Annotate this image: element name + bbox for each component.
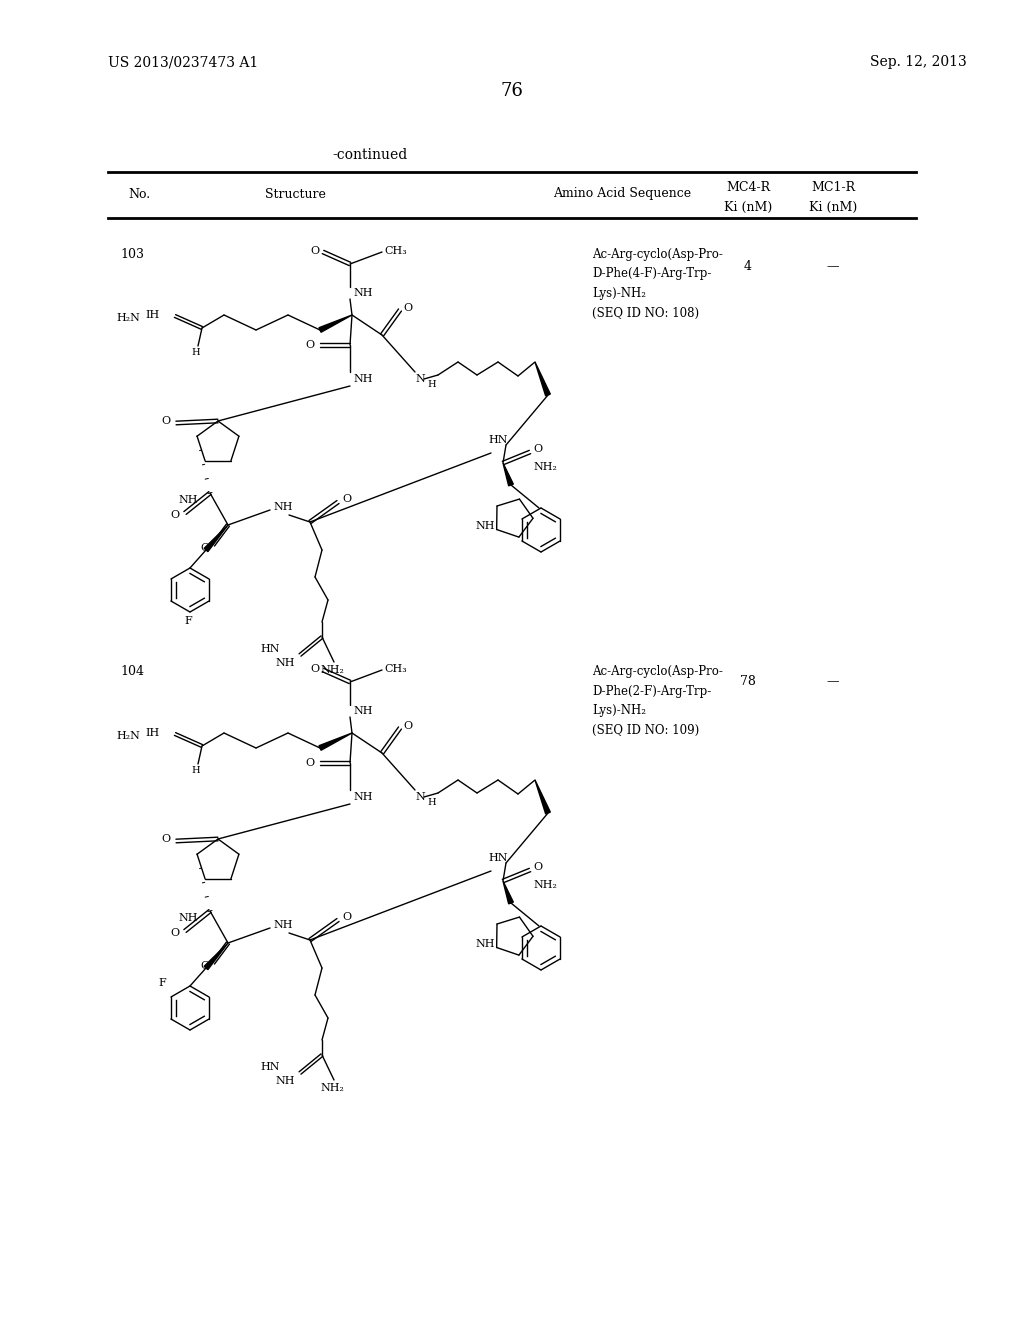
Text: O: O [170, 928, 179, 939]
Text: NH₂: NH₂ [321, 1082, 344, 1093]
Text: N: N [415, 792, 425, 803]
Text: O: O [534, 862, 542, 873]
Text: 76: 76 [501, 82, 523, 100]
Text: HN: HN [260, 644, 280, 653]
Text: Ac-Arg-cyclo(Asp-Pro-
D-Phe(4-F)-Arg-Trp-
Lys)-NH₂
(SEQ ID NO: 108): Ac-Arg-cyclo(Asp-Pro- D-Phe(4-F)-Arg-Trp… [592, 248, 723, 319]
Polygon shape [535, 780, 550, 814]
Text: NH₂: NH₂ [534, 462, 557, 473]
Text: O: O [305, 758, 314, 768]
Text: CH₃: CH₃ [384, 664, 407, 675]
Text: —: — [826, 675, 840, 688]
Text: NH₂: NH₂ [534, 880, 557, 890]
Text: No.: No. [128, 187, 151, 201]
Text: F: F [184, 616, 191, 626]
Text: O: O [310, 246, 319, 256]
Text: O: O [162, 834, 171, 843]
Text: HN: HN [260, 1063, 280, 1072]
Text: Structure: Structure [264, 187, 326, 201]
Polygon shape [204, 942, 228, 970]
Text: 103: 103 [120, 248, 144, 261]
Text: Ki (nM): Ki (nM) [809, 201, 857, 214]
Text: O: O [403, 304, 412, 313]
Text: Ki (nM): Ki (nM) [724, 201, 772, 214]
Text: O: O [342, 912, 351, 921]
Text: H: H [191, 766, 201, 775]
Text: NH: NH [353, 792, 373, 803]
Text: NH: NH [275, 1076, 295, 1086]
Text: NH: NH [178, 495, 198, 506]
Text: O: O [342, 494, 351, 504]
Polygon shape [318, 733, 352, 750]
Text: H₂N: H₂N [116, 731, 140, 741]
Text: O: O [201, 543, 210, 553]
Text: US 2013/0237473 A1: US 2013/0237473 A1 [108, 55, 258, 69]
Text: 78: 78 [740, 675, 756, 688]
Text: NH: NH [275, 657, 295, 668]
Text: NH: NH [353, 706, 373, 715]
Text: NH: NH [475, 521, 495, 531]
Text: NH: NH [273, 920, 293, 931]
Text: IH: IH [145, 310, 160, 319]
Text: HN: HN [488, 436, 508, 445]
Text: Amino Acid Sequence: Amino Acid Sequence [553, 187, 691, 201]
Polygon shape [503, 463, 513, 486]
Text: H: H [427, 799, 435, 807]
Text: NH: NH [475, 939, 495, 949]
Text: -continued: -continued [333, 148, 408, 162]
Text: CH₃: CH₃ [384, 246, 407, 256]
Text: 4: 4 [744, 260, 752, 273]
Text: O: O [310, 664, 319, 675]
Text: —: — [826, 260, 840, 273]
Text: O: O [170, 510, 179, 520]
Text: N: N [415, 374, 425, 384]
Text: NH₂: NH₂ [321, 665, 344, 675]
Text: 104: 104 [120, 665, 144, 678]
Text: NH: NH [273, 502, 293, 512]
Text: NH: NH [353, 374, 373, 384]
Text: H₂N: H₂N [116, 313, 140, 323]
Text: NH: NH [178, 913, 198, 923]
Text: Ac-Arg-cyclo(Asp-Pro-
D-Phe(2-F)-Arg-Trp-
Lys)-NH₂
(SEQ ID NO: 109): Ac-Arg-cyclo(Asp-Pro- D-Phe(2-F)-Arg-Trp… [592, 665, 723, 737]
Text: MC4-R: MC4-R [726, 181, 770, 194]
Text: O: O [403, 721, 412, 731]
Text: H: H [427, 380, 435, 389]
Text: O: O [201, 961, 210, 972]
Text: HN: HN [488, 853, 508, 863]
Text: F: F [158, 978, 166, 987]
Polygon shape [204, 525, 228, 552]
Text: MC1-R: MC1-R [811, 181, 855, 194]
Text: Sep. 12, 2013: Sep. 12, 2013 [870, 55, 967, 69]
Text: H: H [191, 348, 201, 356]
Text: NH: NH [353, 288, 373, 298]
Polygon shape [535, 362, 550, 396]
Text: O: O [305, 341, 314, 350]
Text: O: O [162, 416, 171, 426]
Text: O: O [534, 444, 542, 454]
Polygon shape [503, 880, 513, 904]
Polygon shape [318, 315, 352, 333]
Text: IH: IH [145, 729, 160, 738]
